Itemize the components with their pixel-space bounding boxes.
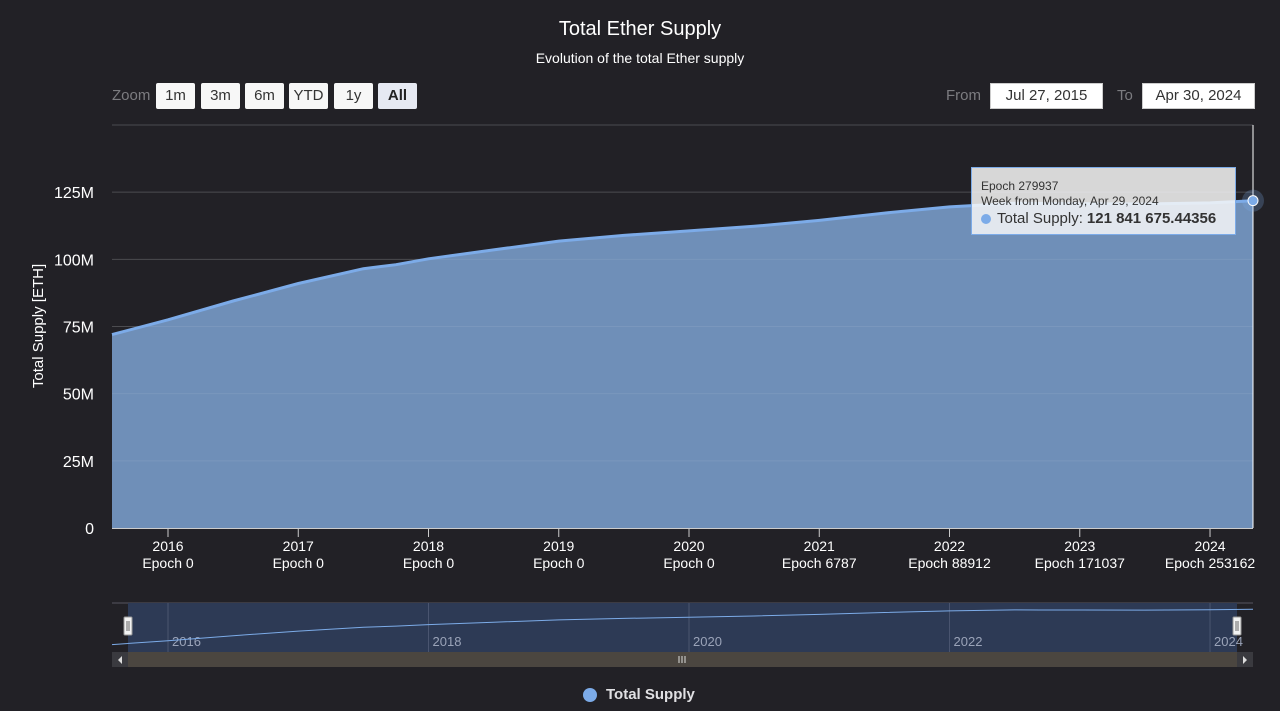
x-tick-epoch-label: Epoch 253162	[1165, 555, 1256, 571]
tooltip-week: Week from Monday, Apr 29, 2024	[981, 194, 1159, 208]
y-axis-title: Total Supply [ETH]	[30, 264, 47, 388]
range-to-input[interactable]: Apr 30, 2024	[1142, 83, 1255, 109]
navigator-series-line	[111, 608, 1254, 646]
x-tick-epoch-label: Epoch 0	[533, 555, 585, 571]
x-tick-epoch-label: Epoch 6787	[782, 555, 857, 571]
navigator-left-handle[interactable]	[123, 616, 133, 636]
y-tick-label: 125M	[54, 185, 94, 202]
y-tick-label: 75M	[63, 320, 94, 337]
zoom-1m-button[interactable]: 1m	[156, 83, 195, 109]
scrollbar-right-arrow-icon	[1243, 656, 1247, 664]
x-tick-epoch-label: Epoch 0	[403, 555, 455, 571]
x-tick-epoch-label: Epoch 88912	[908, 555, 991, 571]
legend-marker-icon	[583, 687, 597, 702]
zoom-6m-button[interactable]: 6m	[245, 83, 284, 109]
range-from-label: From	[946, 87, 981, 104]
y-tick-label: 50M	[63, 387, 94, 404]
x-tick-epoch-label: Epoch 0	[663, 555, 715, 571]
x-tick-epoch-label: Epoch 171037	[1035, 555, 1126, 571]
range-to-label: To	[1117, 87, 1133, 104]
chart-title: Total Ether Supply	[558, 18, 722, 40]
legend-item-total-supply[interactable]: Total Supply	[583, 686, 695, 703]
x-tick-year-label: 2022	[934, 538, 965, 554]
tooltip-series-name: Total Supply:	[997, 210, 1083, 227]
scrollbar-left-arrow-icon	[118, 656, 122, 664]
zoom-all-button[interactable]: All	[378, 83, 417, 109]
x-tick-epoch-label: Epoch 0	[142, 555, 194, 571]
series-area-total-supply	[112, 200, 1253, 528]
navigator-tick-label: 2018	[433, 634, 462, 649]
tooltip-epoch: Epoch 279937	[981, 179, 1059, 193]
x-tick-year-label: 2023	[1064, 538, 1095, 554]
y-tick-label: 25M	[63, 454, 94, 471]
x-tick-epoch-label: Epoch 0	[273, 555, 325, 571]
tooltip-value: 121 841 675.44356	[1086, 210, 1217, 227]
x-tick-year-label: 2019	[543, 538, 574, 554]
navigator-tick-label: 2016	[172, 634, 201, 649]
chart-subtitle: Evolution of the total Ether supply	[535, 50, 745, 66]
legend-label: Total Supply	[606, 686, 695, 703]
zoom-label: Zoom	[112, 87, 151, 104]
hover-point[interactable]	[1247, 195, 1259, 207]
tooltip-series-row: Total Supply: 121 841 675.44356	[981, 210, 1226, 227]
range-from-input[interactable]: Jul 27, 2015	[990, 83, 1103, 109]
navigator-selection[interactable]	[128, 603, 1237, 652]
x-tick-year-label: 2020	[673, 538, 704, 554]
tooltip-series-marker-icon	[981, 213, 991, 224]
navigator-tick-label: 2020	[693, 634, 722, 649]
navigator-right-handle[interactable]	[1232, 616, 1242, 636]
chart-tooltip: Epoch 279937 Week from Monday, Apr 29, 2…	[971, 167, 1236, 235]
navigator-tick-label: 2024	[1214, 634, 1243, 649]
x-tick-year-label: 2024	[1194, 538, 1225, 554]
zoom-ytd-button[interactable]: YTD	[289, 83, 328, 109]
y-tick-label: 100M	[54, 252, 94, 269]
y-tick-label: 0	[85, 521, 94, 538]
x-tick-year-label: 2018	[413, 538, 444, 554]
x-tick-year-label: 2021	[804, 538, 835, 554]
x-tick-year-label: 2016	[152, 538, 183, 554]
x-tick-year-label: 2017	[283, 538, 314, 554]
zoom-1y-button[interactable]: 1y	[334, 83, 373, 109]
navigator-tick-label: 2022	[954, 634, 983, 649]
zoom-3m-button[interactable]: 3m	[201, 83, 240, 109]
